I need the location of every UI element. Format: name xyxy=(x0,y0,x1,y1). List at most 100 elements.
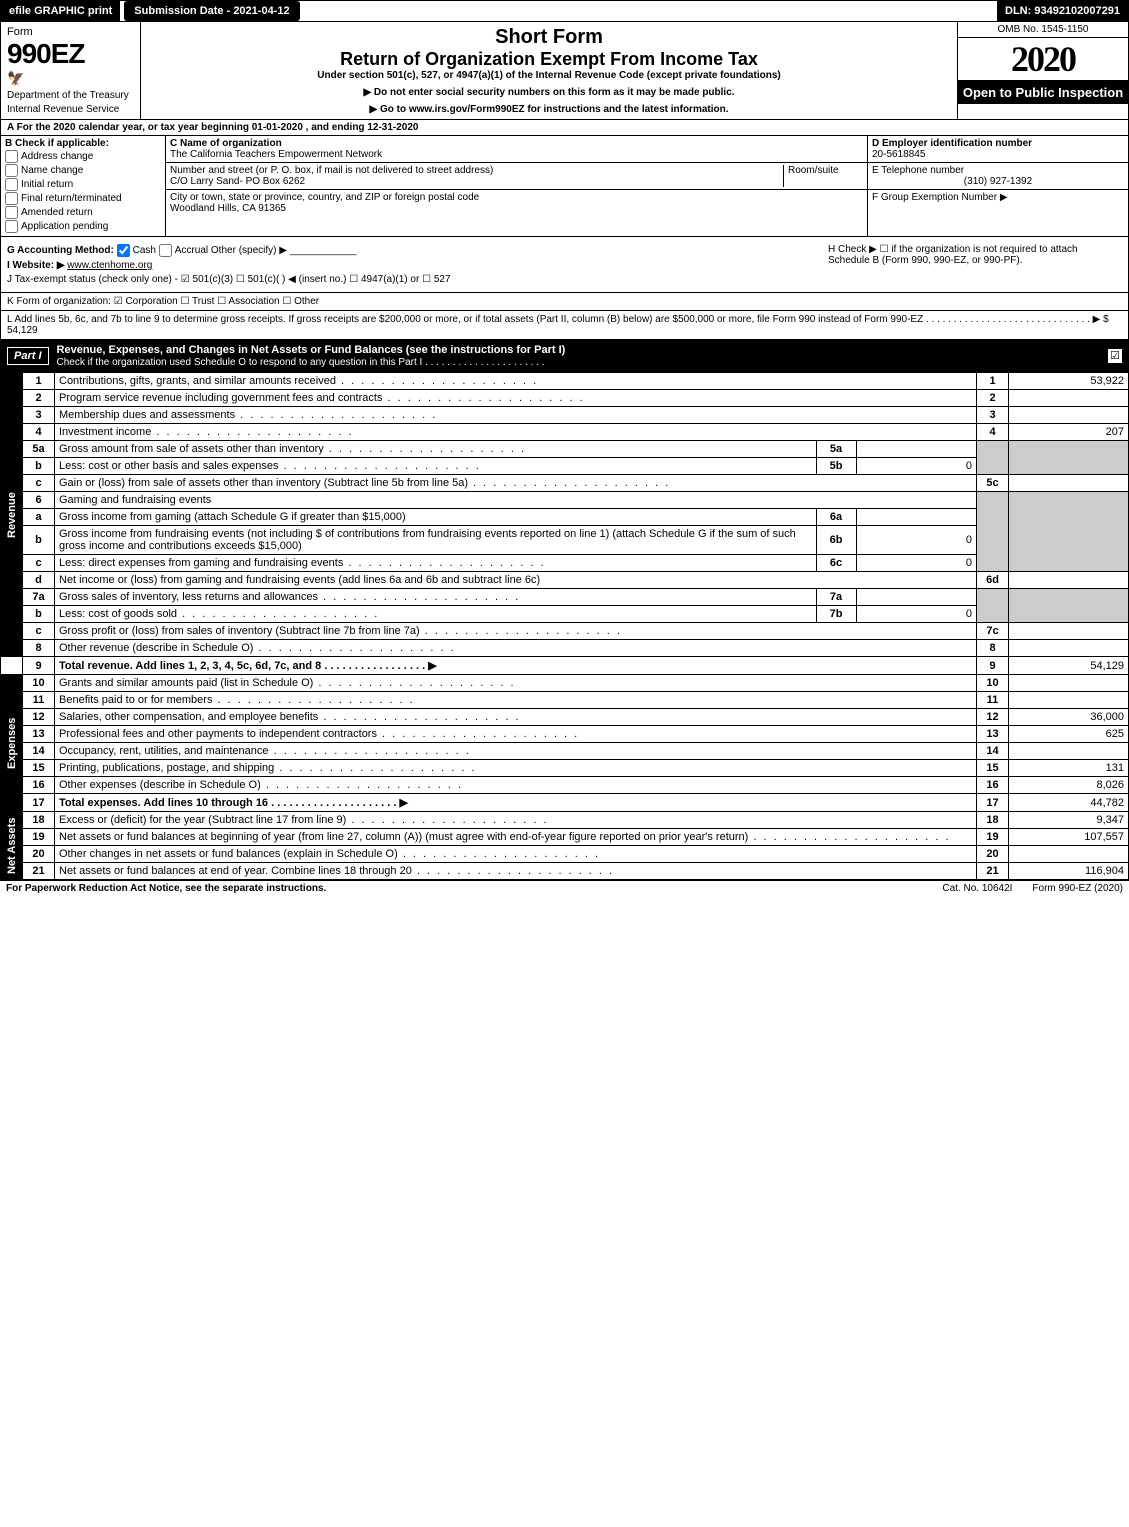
line-9: 9Total revenue. Add lines 1, 2, 3, 4, 5c… xyxy=(1,657,1129,675)
department-label: Department of the Treasury xyxy=(7,90,134,101)
line-5b: bLess: cost or other basis and sales exp… xyxy=(1,458,1129,475)
line-6: 6Gaming and fundraising events xyxy=(1,492,1129,509)
j-tax-exempt: J Tax-exempt status (check only one) - ☑… xyxy=(7,274,822,285)
c-city-label: City or town, state or province, country… xyxy=(170,192,479,203)
line-20: 20Other changes in net assets or fund ba… xyxy=(1,846,1129,863)
row-l: L Add lines 5b, 6c, and 7b to line 9 to … xyxy=(0,311,1129,340)
line-6a: aGross income from gaming (attach Schedu… xyxy=(1,509,1129,526)
line-7c: cGross profit or (loss) from sales of in… xyxy=(1,623,1129,640)
submission-date: Submission Date - 2021-04-12 xyxy=(124,1,299,21)
tax-year: 2020 xyxy=(958,38,1128,81)
chk-name-change[interactable]: Name change xyxy=(5,164,161,177)
k-text: K Form of organization: ☑ Corporation ☐ … xyxy=(7,296,319,307)
line-7a: 7aGross sales of inventory, less returns… xyxy=(1,589,1129,606)
line-8: 8Other revenue (describe in Schedule O)8 xyxy=(1,640,1129,657)
col-c-org-info: C Name of organization The California Te… xyxy=(166,136,868,236)
c-name-block: C Name of organization The California Te… xyxy=(166,136,867,163)
part-i-header: Part I Revenue, Expenses, and Changes in… xyxy=(0,340,1129,372)
g-label: G Accounting Method: xyxy=(7,245,114,256)
header-mid: Short Form Return of Organization Exempt… xyxy=(141,22,958,119)
h-schedule-b: H Check ▶ ☐ if the organization is not r… xyxy=(828,244,1122,266)
c-name-label: C Name of organization xyxy=(170,138,282,149)
f-label: F Group Exemption Number ▶ xyxy=(872,192,1008,203)
h-text: H Check ▶ ☐ if the organization is not r… xyxy=(828,244,1078,266)
line-19: 19Net assets or fund balances at beginni… xyxy=(1,829,1129,846)
line-5c: cGain or (loss) from sale of assets othe… xyxy=(1,475,1129,492)
header-right: OMB No. 1545-1150 2020 Open to Public In… xyxy=(958,22,1128,119)
d-label: D Employer identification number xyxy=(872,138,1032,149)
efile-label[interactable]: efile GRAPHIC print xyxy=(1,1,120,21)
line-3: 3Membership dues and assessments3 xyxy=(1,407,1129,424)
no-ssn-warning: ▶ Do not enter social security numbers o… xyxy=(147,87,951,98)
footer-cat-no: Cat. No. 10642I xyxy=(942,883,1012,894)
line-18: Net Assets 18Excess or (deficit) for the… xyxy=(1,812,1129,829)
d-ein-block: D Employer identification number 20-5618… xyxy=(868,136,1128,163)
under-section: Under section 501(c), 527, or 4947(a)(1)… xyxy=(147,70,951,81)
sidebar-revenue: Revenue xyxy=(1,373,23,657)
room-suite-label: Room/suite xyxy=(788,165,839,176)
line-1: Revenue 1Contributions, gifts, grants, a… xyxy=(1,373,1129,390)
page-footer: For Paperwork Reduction Act Notice, see … xyxy=(0,880,1129,896)
row-k: K Form of organization: ☑ Corporation ☐ … xyxy=(0,293,1129,311)
part-i-tag: Part I xyxy=(7,347,49,365)
sidebar-expenses: Expenses xyxy=(1,675,23,812)
line-11: 11Benefits paid to or for members11 xyxy=(1,692,1129,709)
part-i-checkbox[interactable]: ☑ xyxy=(1108,349,1122,363)
goto-instructions[interactable]: ▶ Go to www.irs.gov/Form990EZ for instru… xyxy=(147,104,951,115)
org-city: Woodland Hills, CA 91365 xyxy=(170,203,286,214)
form-header: Form 990EZ 🦅 Department of the Treasury … xyxy=(0,22,1129,120)
org-address: C/O Larry Sand- PO Box 6262 xyxy=(170,176,305,187)
line-5a: 5aGross amount from sale of assets other… xyxy=(1,441,1129,458)
phone-value: (310) 927-1392 xyxy=(872,176,1124,187)
lines-table: Revenue 1Contributions, gifts, grants, a… xyxy=(0,372,1129,880)
l-text: L Add lines 5b, 6c, and 7b to line 9 to … xyxy=(7,314,1109,336)
g-accrual: Accrual xyxy=(175,245,208,256)
line-7b: bLess: cost of goods sold7b0 xyxy=(1,606,1129,623)
e-phone-block: E Telephone number (310) 927-1392 xyxy=(868,163,1128,190)
treasury-seal-icon: 🦅 xyxy=(7,70,134,87)
omb-number: OMB No. 1545-1150 xyxy=(958,22,1128,38)
irs-label: Internal Revenue Service xyxy=(7,104,134,115)
g-cash: Cash xyxy=(133,245,156,256)
line-17: 17Total expenses. Add lines 10 through 1… xyxy=(1,794,1129,812)
footer-form-ref: Form 990-EZ (2020) xyxy=(1032,883,1123,894)
line-14: 14Occupancy, rent, utilities, and mainte… xyxy=(1,743,1129,760)
footer-left: For Paperwork Reduction Act Notice, see … xyxy=(6,883,922,894)
line-10: Expenses 10Grants and similar amounts pa… xyxy=(1,675,1129,692)
line-12: 12Salaries, other compensation, and empl… xyxy=(1,709,1129,726)
dln-label: DLN: 93492102007291 xyxy=(997,1,1128,21)
i-website: I Website: ▶ www.ctenhome.org xyxy=(7,260,822,271)
line-21: 21Net assets or fund balances at end of … xyxy=(1,863,1129,880)
chk-address-change[interactable]: Address change xyxy=(5,150,161,163)
line-13: 13Professional fees and other payments t… xyxy=(1,726,1129,743)
form-word: Form xyxy=(7,26,134,38)
b-header: B Check if applicable: xyxy=(5,138,161,149)
line-6c: cLess: direct expenses from gaming and f… xyxy=(1,555,1129,572)
chk-accrual[interactable] xyxy=(159,244,172,257)
part-i-title: Revenue, Expenses, and Changes in Net As… xyxy=(57,344,1108,368)
short-form-title: Short Form xyxy=(147,26,951,49)
chk-cash[interactable] xyxy=(117,244,130,257)
chk-initial-return[interactable]: Initial return xyxy=(5,178,161,191)
row-a-text: A For the 2020 calendar year, or tax yea… xyxy=(7,122,418,133)
block-bcdef: B Check if applicable: Address change Na… xyxy=(0,136,1129,237)
row-ghij: G Accounting Method: Cash Accrual Other … xyxy=(0,237,1129,293)
col-b-checkboxes: B Check if applicable: Address change Na… xyxy=(1,136,166,236)
return-title: Return of Organization Exempt From Incom… xyxy=(147,49,951,70)
line-16: 16Other expenses (describe in Schedule O… xyxy=(1,777,1129,794)
c-addr-block: Number and street (or P. O. box, if mail… xyxy=(166,163,867,190)
c-addr-label: Number and street (or P. O. box, if mail… xyxy=(170,165,493,176)
line-15: 15Printing, publications, postage, and s… xyxy=(1,760,1129,777)
chk-amended-return[interactable]: Amended return xyxy=(5,206,161,219)
sidebar-net-assets: Net Assets xyxy=(1,812,23,880)
top-bar: efile GRAPHIC print Submission Date - 20… xyxy=(0,0,1129,22)
chk-final-return[interactable]: Final return/terminated xyxy=(5,192,161,205)
f-group-exemption: F Group Exemption Number ▶ xyxy=(868,190,1128,205)
e-label: E Telephone number xyxy=(872,165,964,176)
i-label: I Website: ▶ xyxy=(7,260,65,271)
row-a-tax-year: A For the 2020 calendar year, or tax yea… xyxy=(0,120,1129,136)
header-left: Form 990EZ 🦅 Department of the Treasury … xyxy=(1,22,141,119)
open-to-public: Open to Public Inspection xyxy=(958,81,1128,104)
website-value[interactable]: www.ctenhome.org xyxy=(67,260,152,271)
chk-application-pending[interactable]: Application pending xyxy=(5,220,161,233)
